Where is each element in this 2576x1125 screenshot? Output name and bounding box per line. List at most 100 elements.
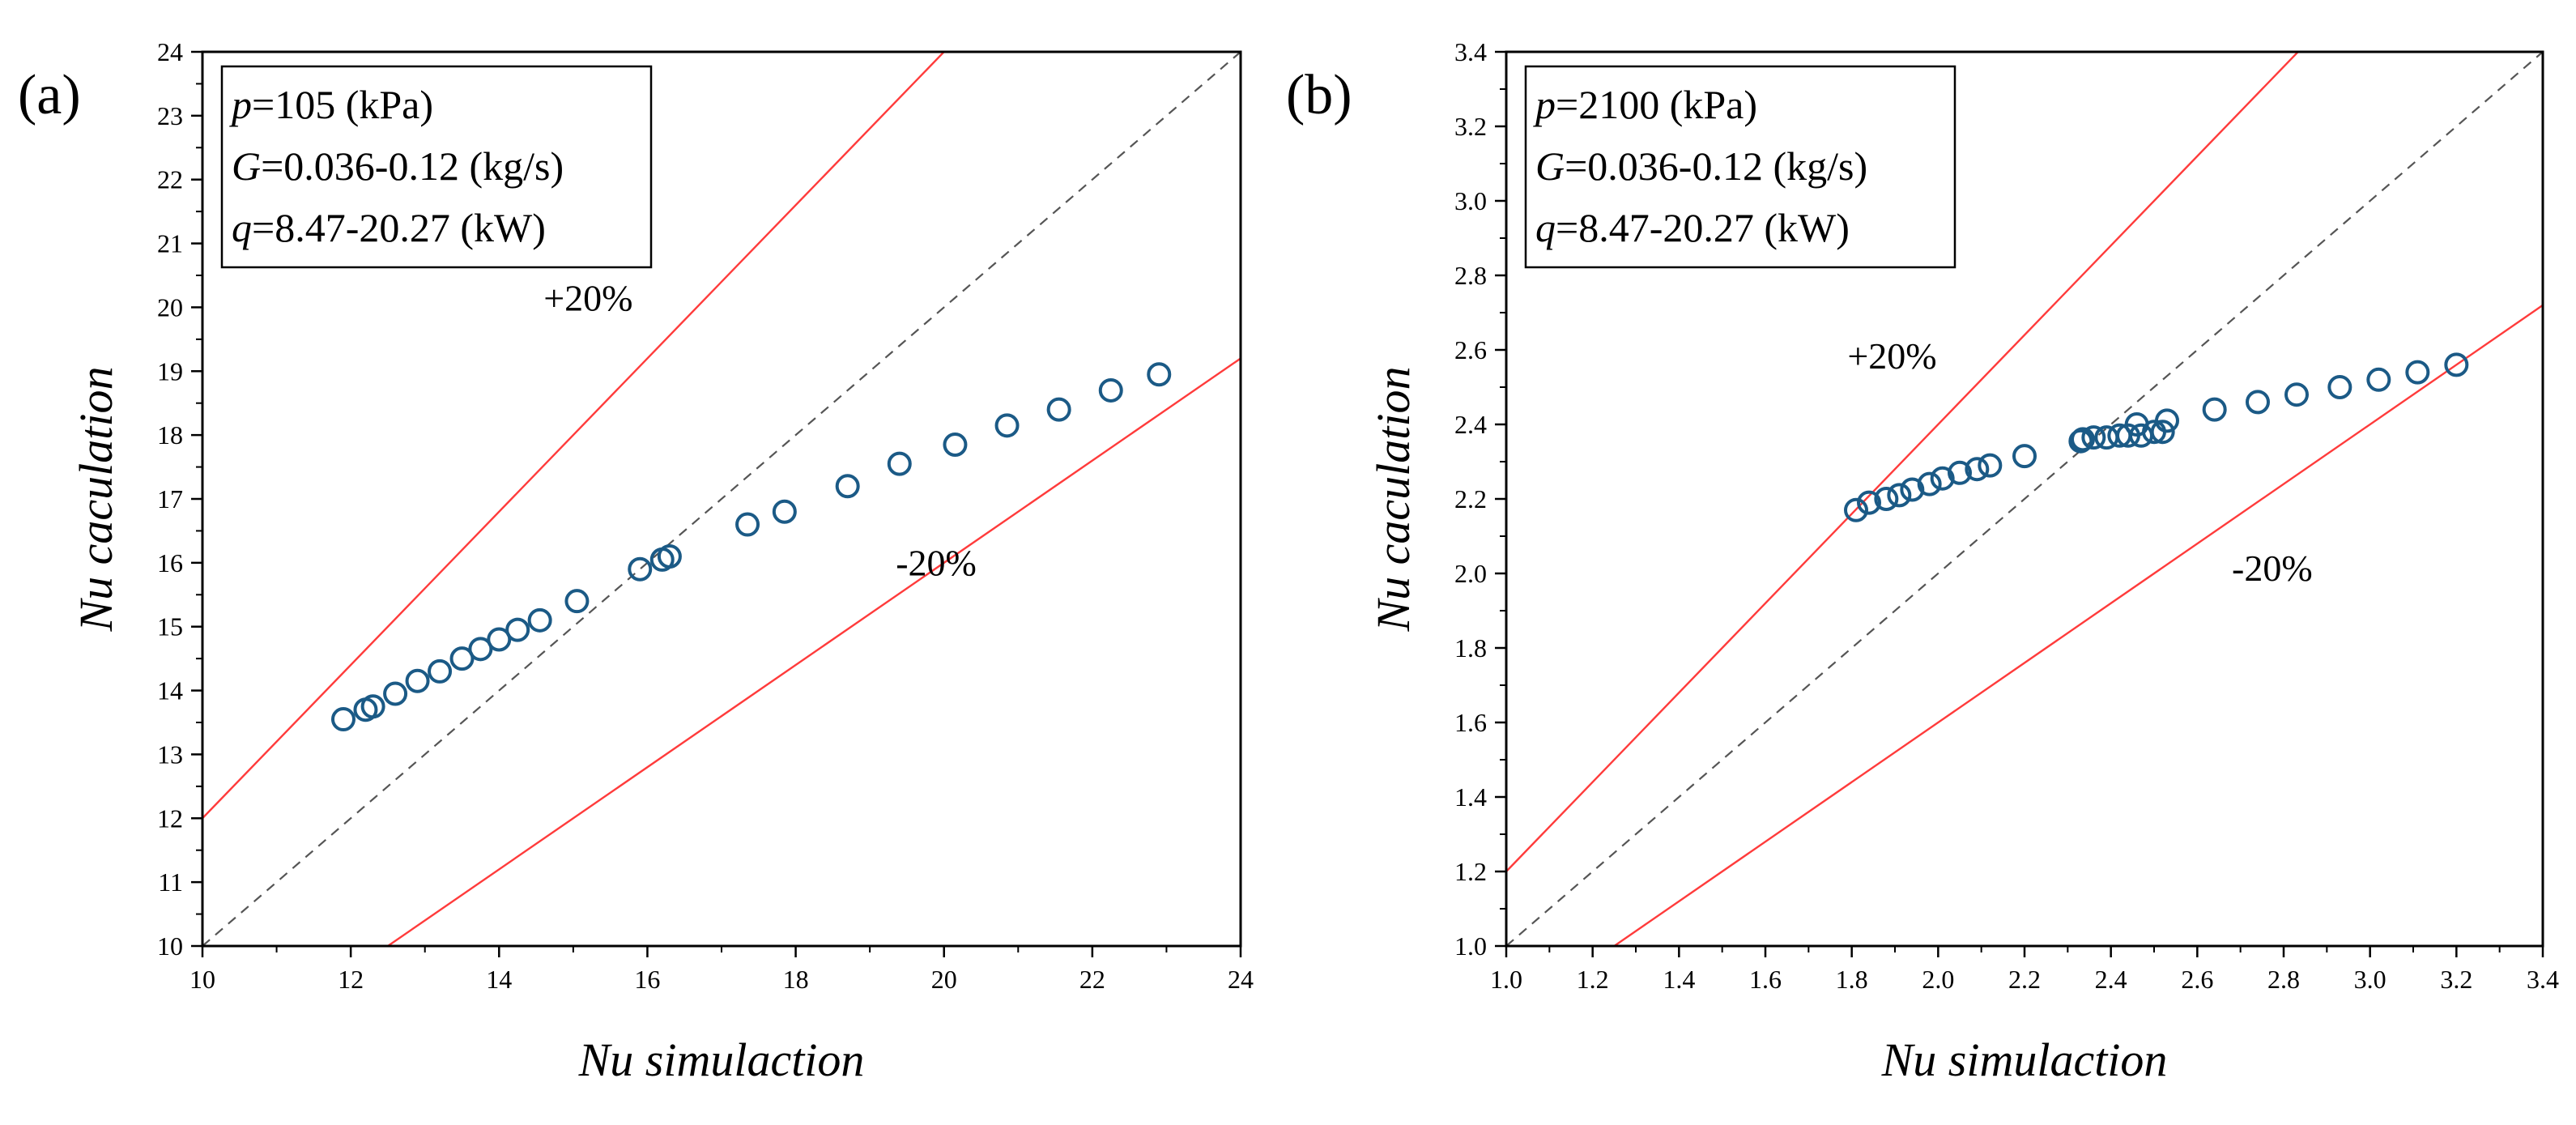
panel-a-data-point: [835, 474, 860, 499]
panel-a-data-point: [994, 413, 1020, 438]
panel-a-data-point: [1046, 397, 1071, 422]
panel-b-x-tick-label: 2.2: [2008, 965, 2041, 994]
panel-b-data-point: [1887, 483, 1912, 508]
panel-b-legend-line-q: q=8.47-20.27 (kW): [1535, 205, 1850, 250]
panel-b-data-point: [2405, 360, 2430, 385]
panel-a-data-point: [527, 607, 552, 633]
panel-b-y-axis-title: Nu caculation: [1367, 366, 1420, 632]
panel-a-data-point: [405, 668, 430, 693]
panel-b-data-point: [2081, 425, 2106, 450]
panel-b-legend-line-G: G=0.036-0.12 (kg/s): [1535, 143, 1867, 189]
panel-a-data-point: [487, 627, 512, 652]
panel-a-data-point: [449, 646, 475, 671]
panel-b-chart: 1.0 1.2 1.4 1.6 1.8 2.0 2.2 2.4 2.6 2.8 3.0 3.2 3.41…: [1286, 37, 2559, 1086]
panel-b-x-tick-label: 1.8: [1836, 965, 1868, 994]
panel-a-y-tick-label: 11: [158, 867, 183, 897]
panel-a-y-tick-label: 18: [157, 420, 183, 450]
panel-b-data-point: [2202, 397, 2227, 422]
panel-b-data-point: [1857, 490, 1881, 515]
panel-b-plus-20-line: [1506, 52, 2300, 872]
panel-a-minus-20-line: [385, 357, 1241, 946]
panel-b-y-tick-label: 1.4: [1454, 782, 1487, 812]
panel-a-data-point: [1098, 377, 1123, 403]
panel-a-legend-box: p=105 (kPa) G=0.036-0.12 (kg/s) q=8.47-20.…: [220, 65, 653, 269]
panel-a-panel-label: (a): [18, 64, 81, 126]
panel-b-data-point: [1965, 457, 1990, 482]
panel-b-data-point: [1930, 466, 1955, 491]
panel-b-y-tick-label: 2.0: [1454, 559, 1487, 588]
panel-b-minus-20-line: [1612, 304, 2543, 946]
panel-a-data-points: [330, 362, 1172, 732]
panel-b-x-tick-label: 1.4: [1663, 965, 1695, 994]
panel-b-reference-lines: [1506, 52, 2543, 946]
panel-a-x-tick-label: 10: [189, 965, 215, 994]
panel-a-y-tick-label: 19: [157, 356, 183, 386]
panel-a-chart: 10 12 14 16 18 20 22 24 10 11 12 13 14 15 16 17 18 19 20 21…: [18, 37, 1254, 1086]
panel-a-plus-20-line: [202, 52, 946, 820]
panel-b-y-tick-label: 1.6: [1454, 708, 1487, 737]
panel-b-data-point: [1917, 471, 1942, 496]
panel-b-data-point: [2155, 408, 2179, 433]
panel-a-data-point: [330, 707, 356, 732]
panel-a-legend-line-q: q=8.47-20.27 (kW): [232, 205, 546, 250]
panel-b-data-point: [2071, 427, 2095, 452]
panel-b-data-point: [1874, 487, 1899, 511]
panel-a-data-point: [383, 681, 408, 706]
panel-b-x-tick-label: 1.2: [1577, 965, 1609, 994]
panel-b-panel-label: (b): [1286, 64, 1352, 126]
panel-b-y-ticks: 1.0 1.2 1.4 1.6 1.8 2.0 2.2 2.4 2.6 2.8 3.0 3.2 3.4: [1454, 37, 1506, 961]
panel-b-data-point: [1844, 497, 1868, 522]
panel-b-identity-line: [1506, 52, 2543, 946]
panel-a-y-tick-label: 16: [157, 548, 183, 577]
panel-b-y-tick-label: 1.2: [1454, 857, 1487, 886]
panel-b-x-tick-label: 2.4: [2095, 965, 2127, 994]
panel-a-reference-lines: [202, 52, 1241, 946]
panel-b-data-point: [1900, 477, 1925, 502]
panel-a-y-tick-label: 21: [157, 229, 183, 258]
panel-b-y-tick-label: 1.0: [1454, 931, 1487, 961]
panel-b-x-tick-label: 3.2: [2440, 965, 2472, 994]
panel-b-data-point: [2150, 420, 2175, 445]
panel-a-data-point: [657, 543, 682, 569]
panel-b-y-tick-label: 2.6: [1454, 335, 1487, 364]
panel-a-legend-line-G: G=0.036-0.12 (kg/s): [232, 143, 564, 189]
panel-a-y-tick-label: 22: [157, 165, 183, 194]
panel-b-data-point: [2366, 367, 2391, 392]
panel-a-data-point: [564, 589, 590, 614]
panel-a-data-point: [735, 512, 760, 537]
panel-b-minus-20-label: -20%: [2232, 548, 2313, 589]
panel-a-data-point: [772, 499, 797, 524]
panel-b-x-axis-title: Nu simulaction: [1881, 1033, 2168, 1086]
panel-b-data-point: [2444, 352, 2469, 377]
panel-a-data-point: [468, 637, 493, 662]
panel-a-data-point: [628, 556, 653, 582]
panel-a-x-tick-label: 20: [931, 965, 957, 994]
panel-a-y-tick-label: 15: [157, 612, 183, 641]
panel-a-minus-20-label: -20%: [896, 543, 977, 584]
panel-b-data-point: [1978, 453, 2003, 478]
panel-a-y-tick-label: 12: [157, 803, 183, 833]
panel-a-data-point: [1147, 362, 1172, 387]
panel-a-x-axis-title: Nu simulaction: [578, 1033, 865, 1086]
panel-b-y-tick-label: 3.4: [1454, 37, 1487, 66]
panel-a-y-tick-label: 24: [157, 37, 183, 66]
panel-b-y-tick-label: 1.8: [1454, 633, 1487, 663]
panel-a-data-point: [887, 451, 912, 476]
panel-a-legend-line-p: p=105 (kPa): [229, 82, 433, 127]
panel-a-legend-frame: [220, 65, 653, 269]
panel-b-plus-20-label: +20%: [1847, 335, 1936, 377]
panel-b-x-tick-label: 3.0: [2354, 965, 2387, 994]
panel-b-x-tick-label: 2.0: [1922, 965, 1954, 994]
panel-b-data-point: [2246, 390, 2270, 415]
panel-a-y-axis-title: Nu caculation: [70, 366, 122, 632]
panel-a-data-point: [505, 617, 530, 642]
panel-a-y-tick-label: 17: [157, 484, 183, 513]
panel-a-identity-line: [202, 52, 1241, 946]
panel-b-legend-frame: [1524, 65, 1956, 269]
panel-b-x-ticks: 1.0 1.2 1.4 1.6 1.8 2.0 2.2 2.4 2.6 2.8 3.0 3.2 3.4: [1490, 946, 2559, 994]
panel-a-y-tick-label: 20: [157, 292, 183, 322]
panel-b-data-point: [2012, 444, 2037, 469]
panel-b-y-tick-label: 3.0: [1454, 186, 1487, 215]
panel-b-x-tick-label: 2.6: [2181, 965, 2213, 994]
